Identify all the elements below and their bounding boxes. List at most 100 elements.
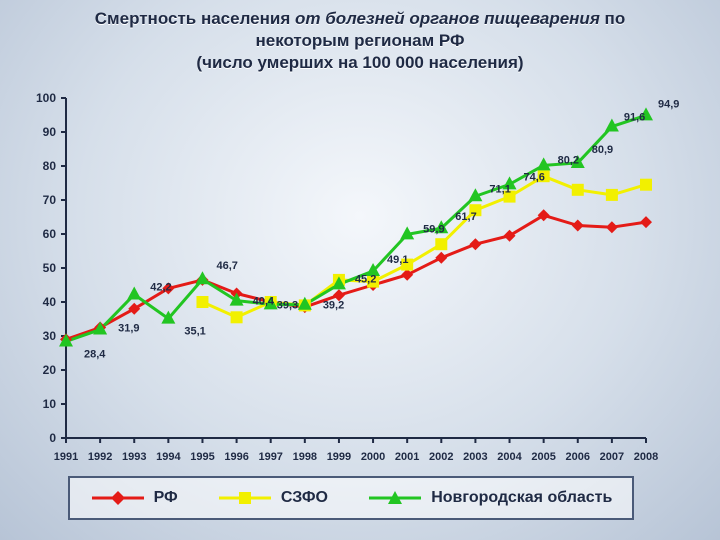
data-point-1 bbox=[503, 190, 516, 203]
y-tick-label: 90 bbox=[43, 125, 57, 139]
data-label: 28,4 bbox=[84, 348, 106, 360]
data-label: 46,7 bbox=[216, 260, 237, 272]
x-tick-label: 1994 bbox=[156, 451, 181, 463]
data-point-2 bbox=[434, 220, 449, 234]
data-point-1 bbox=[401, 258, 414, 271]
data-point-1 bbox=[537, 170, 550, 183]
data-point-2 bbox=[639, 107, 653, 121]
data-point-0 bbox=[332, 289, 345, 302]
data-label: 39,3 bbox=[277, 299, 298, 311]
data-point-2 bbox=[468, 188, 483, 202]
legend: РФ СЗФО Новгородская область bbox=[68, 476, 634, 520]
x-tick-label: 2002 bbox=[429, 451, 453, 463]
data-point-0 bbox=[605, 221, 618, 234]
legend-item-szfo: СЗФО bbox=[217, 489, 328, 507]
x-tick-label: 1991 bbox=[54, 451, 78, 463]
data-label: 80,2 bbox=[558, 154, 579, 166]
data-point-2 bbox=[536, 157, 551, 171]
y-tick-label: 30 bbox=[43, 329, 57, 343]
x-tick-label: 1998 bbox=[293, 451, 317, 463]
y-tick-label: 0 bbox=[49, 431, 56, 445]
data-label: 71,1 bbox=[489, 183, 510, 195]
data-point-2 bbox=[195, 271, 210, 285]
x-tick-label: 1993 bbox=[122, 451, 146, 463]
x-tick-label: 2005 bbox=[531, 451, 555, 463]
data-label: 40,4 bbox=[253, 296, 275, 308]
legend-label-novgorod: Новгородская область bbox=[431, 489, 613, 506]
data-point-2 bbox=[366, 263, 381, 277]
data-label: 39,2 bbox=[323, 300, 344, 312]
x-tick-label: 2004 bbox=[497, 451, 522, 463]
data-label: 31,9 bbox=[118, 323, 139, 335]
title-line-3: (число умерших на 100 000 населения) bbox=[196, 53, 524, 72]
title-text-2: по bbox=[599, 9, 626, 28]
x-tick-label: 2007 bbox=[600, 451, 624, 463]
y-tick-label: 20 bbox=[43, 363, 57, 377]
data-point-2 bbox=[604, 118, 619, 132]
data-point-0 bbox=[640, 216, 652, 229]
y-tick-label: 70 bbox=[43, 193, 57, 207]
data-point-0 bbox=[162, 282, 175, 295]
data-label: 94,9 bbox=[658, 98, 679, 110]
data-point-1 bbox=[571, 183, 584, 196]
x-tick-label: 1995 bbox=[190, 451, 214, 463]
x-tick-label: 2008 bbox=[634, 451, 658, 463]
data-point-0 bbox=[571, 219, 584, 232]
data-point-1 bbox=[605, 188, 618, 201]
data-point-1 bbox=[435, 238, 448, 251]
title-line-2: некоторым регионам РФ bbox=[255, 31, 465, 50]
data-label: 59,9 bbox=[423, 223, 444, 235]
y-tick-label: 60 bbox=[43, 227, 57, 241]
x-tick-label: 2001 bbox=[395, 451, 419, 463]
data-point-1 bbox=[230, 311, 243, 324]
data-point-1 bbox=[196, 296, 209, 308]
x-tick-label: 1992 bbox=[88, 451, 112, 463]
data-label: 42,2 bbox=[150, 282, 171, 294]
data-point-2 bbox=[229, 292, 244, 306]
data-label: 80,9 bbox=[592, 144, 613, 156]
data-point-2 bbox=[59, 333, 73, 347]
data-point-0 bbox=[401, 268, 414, 281]
data-point-2 bbox=[93, 321, 108, 335]
y-tick-label: 40 bbox=[43, 295, 57, 309]
legend-label-rf: РФ bbox=[153, 489, 178, 506]
x-tick-label: 1999 bbox=[327, 451, 351, 463]
title-text-1: Смертность населения bbox=[94, 9, 295, 28]
title-text-italic: от болезней органов пищеварения bbox=[294, 9, 600, 28]
data-label: 45,2 bbox=[355, 273, 376, 285]
legend-item-novgorod: Новгородская область bbox=[367, 489, 612, 507]
data-point-2 bbox=[297, 296, 312, 310]
y-tick-label: 10 bbox=[43, 397, 57, 411]
data-point-2 bbox=[127, 286, 142, 300]
data-point-2 bbox=[331, 276, 346, 290]
data-point-2 bbox=[263, 296, 278, 310]
x-tick-label: 1996 bbox=[224, 451, 248, 463]
data-point-0 bbox=[503, 229, 516, 242]
x-tick-label: 1997 bbox=[258, 451, 282, 463]
data-point-0 bbox=[128, 302, 141, 315]
title-line-1: Смертность населения от болезней органов… bbox=[0, 8, 720, 30]
data-label: 49,1 bbox=[387, 254, 408, 266]
data-label: 61,7 bbox=[455, 211, 476, 223]
x-tick-label: 2006 bbox=[566, 451, 590, 463]
x-tick-label: 2003 bbox=[463, 451, 487, 463]
data-label: 74,6 bbox=[524, 171, 545, 183]
data-label: 91,6 bbox=[624, 112, 645, 124]
data-point-2 bbox=[570, 154, 585, 168]
data-point-1 bbox=[469, 204, 482, 217]
data-point-0 bbox=[435, 251, 448, 264]
data-point-0 bbox=[537, 209, 550, 222]
legend-swatch-rf bbox=[91, 491, 144, 505]
y-tick-label: 50 bbox=[43, 261, 57, 275]
legend-item-rf: РФ bbox=[90, 489, 178, 507]
data-point-2 bbox=[400, 226, 415, 240]
data-point-1 bbox=[640, 178, 652, 191]
data-point-2 bbox=[161, 310, 176, 324]
legend-swatch-novgorod bbox=[369, 491, 422, 504]
series-line-0 bbox=[65, 213, 647, 341]
data-point-0 bbox=[469, 238, 482, 251]
y-tick-label: 100 bbox=[36, 91, 56, 105]
x-tick-label: 2000 bbox=[361, 451, 385, 463]
legend-swatch-szfo bbox=[218, 492, 271, 504]
